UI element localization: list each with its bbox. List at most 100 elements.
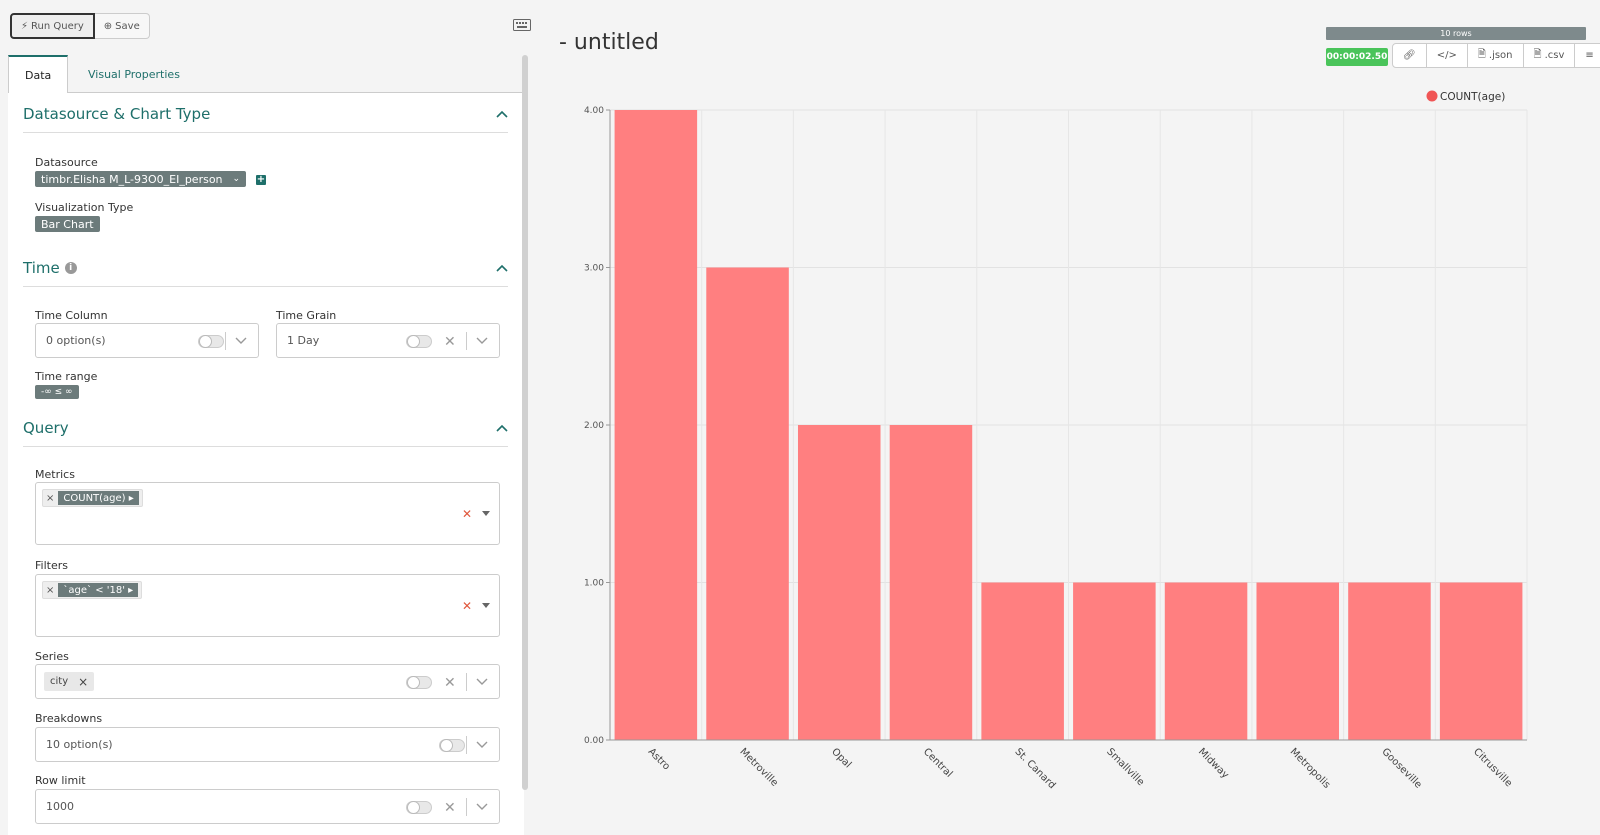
time-column-select[interactable]: 0 option(s) <box>35 323 259 358</box>
legend-dot[interactable] <box>1426 90 1438 102</box>
link-icon: 🔗︎ <box>1403 50 1416 61</box>
plus-circle-icon: ⊕ <box>103 20 113 32</box>
toggle-switch[interactable] <box>406 801 432 814</box>
panel-scrollbar[interactable] <box>522 55 528 790</box>
query-section-header[interactable]: Query <box>23 409 508 447</box>
filter-tag[interactable]: × `age` < '18' ▸ <box>42 581 143 599</box>
datasource-section-header[interactable]: Datasource & Chart Type <box>23 95 508 133</box>
clear-all-icon[interactable]: ✕ <box>462 599 473 613</box>
code-icon: </> <box>1436 50 1457 61</box>
panel-body: Datasource & Chart Type Datasource timbr… <box>8 93 524 835</box>
x-tick-label: Citrusville <box>1471 746 1514 789</box>
query-timer-badge: 00:00:02.50 <box>1326 48 1388 66</box>
y-tick-label: 1.00 <box>584 579 604 589</box>
legend-label[interactable]: COUNT(age) <box>1440 91 1505 103</box>
bar[interactable] <box>706 267 789 741</box>
bar[interactable] <box>1439 582 1523 741</box>
series-select[interactable]: city × ✕ <box>35 664 500 699</box>
export-json-button[interactable]: 🗎︎ .json <box>1468 44 1524 67</box>
tab-visual-properties[interactable]: Visual Properties <box>88 67 180 81</box>
chevron-down-icon[interactable] <box>235 337 247 345</box>
clear-icon[interactable]: ✕ <box>444 334 456 350</box>
toggle-switch[interactable] <box>198 335 224 348</box>
x-tick-label: Gooseville <box>1379 746 1423 790</box>
clear-all-icon[interactable]: ✕ <box>462 507 473 521</box>
toggle-switch[interactable] <box>439 739 465 752</box>
control-panel: ⚡ Run Query ⊕ Save Data Visual Propertie… <box>8 10 531 835</box>
time-grain-select[interactable]: 1 Day ✕ <box>276 323 500 358</box>
bar[interactable] <box>1164 582 1248 741</box>
bar[interactable] <box>1348 582 1431 741</box>
datasource-select[interactable]: timbr.Elisha M_L-93O0_EI_person ⌄ <box>35 171 246 187</box>
viz-type-select[interactable]: Bar Chart <box>35 216 100 232</box>
caret-down-icon[interactable] <box>482 603 490 608</box>
clear-icon[interactable]: ✕ <box>444 675 456 691</box>
query-toolbar: ⚡ Run Query ⊕ Save <box>10 13 150 39</box>
clear-icon[interactable]: ✕ <box>444 800 456 816</box>
bar[interactable] <box>889 425 973 740</box>
embed-code-button[interactable]: </> <box>1427 44 1468 67</box>
y-tick-label: 2.00 <box>584 421 604 431</box>
file-icon: 🗎︎ <box>1533 49 1542 60</box>
bolt-icon: ⚡ <box>21 20 29 32</box>
series-label: Series <box>35 650 69 663</box>
row-limit-label: Row limit <box>35 774 86 787</box>
series-tag[interactable]: city × <box>44 672 95 691</box>
chevron-up-icon[interactable] <box>496 110 508 118</box>
remove-icon[interactable]: × <box>46 492 55 504</box>
caret-down-icon[interactable] <box>482 511 490 516</box>
x-tick-label: Opal <box>829 746 853 770</box>
chevron-up-icon[interactable] <box>496 264 508 272</box>
x-tick-label: Smallville <box>1104 746 1146 788</box>
hamburger-icon: ≡ <box>1585 50 1594 61</box>
chevron-down-icon[interactable] <box>476 803 488 811</box>
breakdowns-select[interactable]: 10 option(s) <box>35 727 500 762</box>
toggle-switch[interactable] <box>406 335 432 348</box>
toggle-switch[interactable] <box>406 676 432 689</box>
keyboard-icon[interactable] <box>513 19 531 31</box>
chevron-down-icon[interactable] <box>476 337 488 345</box>
y-tick-label: 4.00 <box>584 106 604 116</box>
remove-icon[interactable]: × <box>78 674 89 689</box>
share-link-button[interactable]: 🔗︎ <box>1393 44 1427 67</box>
chevron-down-icon: ⌄ <box>232 174 240 184</box>
row-limit-select[interactable]: 1000 ✕ <box>35 789 500 824</box>
x-tick-label: Astro <box>646 746 672 772</box>
x-tick-label: Midway <box>1196 746 1231 781</box>
time-range-select[interactable]: -∞ ≤ ∞ <box>35 385 79 399</box>
add-datasource-icon[interactable]: + <box>256 174 266 185</box>
x-tick-label: Metropolis <box>1288 746 1333 791</box>
time-column-label: Time Column <box>35 309 108 322</box>
export-csv-button[interactable]: 🗎︎ .csv <box>1524 44 1576 67</box>
x-tick-label: St. Canard <box>1013 746 1058 791</box>
chart-title[interactable]: - untitled <box>559 30 659 55</box>
run-query-button[interactable]: ⚡ Run Query <box>10 13 95 39</box>
breakdowns-label: Breakdowns <box>35 712 103 725</box>
chevron-down-icon[interactable] <box>476 678 488 686</box>
chevron-up-icon[interactable] <box>496 424 508 432</box>
chevron-down-icon[interactable] <box>476 741 488 749</box>
info-icon[interactable]: i <box>64 261 77 274</box>
menu-button[interactable]: ≡ <box>1575 44 1600 67</box>
time-section-header[interactable]: Time i <box>23 249 508 287</box>
file-icon: 🗎︎ <box>1477 49 1486 60</box>
filters-label: Filters <box>35 559 68 572</box>
x-tick-label: Central <box>921 746 955 780</box>
section-title: Time <box>23 258 60 277</box>
tab-data[interactable]: Data <box>8 55 69 94</box>
y-tick-label: 3.00 <box>584 264 604 274</box>
metrics-label: Metrics <box>35 468 75 481</box>
bar[interactable] <box>981 582 1064 741</box>
bar[interactable] <box>797 425 881 740</box>
filters-input[interactable]: × `age` < '18' ▸ ✕ <box>35 574 500 637</box>
datasource-label: Datasource <box>35 156 98 169</box>
bar[interactable] <box>1256 582 1340 741</box>
bar[interactable] <box>614 110 698 740</box>
y-tick-label: 0.00 <box>584 736 604 746</box>
remove-icon[interactable]: × <box>46 584 55 596</box>
metric-tag[interactable]: × COUNT(age) ▸ <box>42 489 143 507</box>
bar[interactable] <box>1073 582 1156 741</box>
save-button[interactable]: ⊕ Save <box>94 13 150 39</box>
metrics-input[interactable]: × COUNT(age) ▸ ✕ <box>35 482 500 545</box>
